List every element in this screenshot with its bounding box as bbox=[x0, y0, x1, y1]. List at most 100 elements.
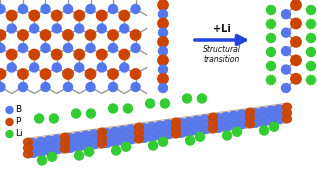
Polygon shape bbox=[102, 129, 139, 142]
Ellipse shape bbox=[127, 125, 135, 132]
Circle shape bbox=[86, 109, 95, 118]
Ellipse shape bbox=[119, 132, 128, 139]
Circle shape bbox=[131, 43, 140, 53]
Ellipse shape bbox=[184, 118, 193, 124]
Text: Li: Li bbox=[15, 129, 23, 139]
Polygon shape bbox=[213, 108, 250, 121]
Circle shape bbox=[291, 55, 301, 66]
Circle shape bbox=[97, 49, 107, 60]
Circle shape bbox=[291, 74, 301, 84]
Ellipse shape bbox=[140, 136, 149, 142]
Polygon shape bbox=[176, 113, 213, 126]
Circle shape bbox=[0, 83, 5, 91]
Polygon shape bbox=[65, 134, 102, 147]
Circle shape bbox=[307, 33, 315, 43]
Circle shape bbox=[41, 43, 50, 53]
Circle shape bbox=[281, 10, 291, 19]
Ellipse shape bbox=[60, 133, 70, 141]
Circle shape bbox=[52, 49, 62, 60]
Ellipse shape bbox=[45, 142, 53, 149]
Circle shape bbox=[131, 83, 140, 91]
Circle shape bbox=[40, 30, 51, 40]
Circle shape bbox=[112, 146, 121, 155]
Circle shape bbox=[266, 75, 275, 84]
Circle shape bbox=[41, 83, 50, 91]
Ellipse shape bbox=[24, 138, 32, 146]
Circle shape bbox=[0, 43, 5, 53]
Circle shape bbox=[108, 43, 118, 53]
Ellipse shape bbox=[213, 114, 223, 120]
Ellipse shape bbox=[127, 137, 135, 143]
Ellipse shape bbox=[222, 112, 231, 119]
Ellipse shape bbox=[251, 115, 259, 121]
Ellipse shape bbox=[156, 133, 164, 140]
Circle shape bbox=[6, 130, 13, 138]
Circle shape bbox=[74, 10, 85, 21]
Circle shape bbox=[75, 63, 84, 72]
Ellipse shape bbox=[119, 138, 128, 145]
Ellipse shape bbox=[209, 125, 218, 133]
Ellipse shape bbox=[98, 140, 107, 148]
Ellipse shape bbox=[184, 129, 193, 136]
Circle shape bbox=[18, 83, 27, 91]
Ellipse shape bbox=[73, 139, 82, 145]
Ellipse shape bbox=[201, 127, 210, 133]
Circle shape bbox=[108, 69, 118, 79]
Ellipse shape bbox=[238, 122, 246, 129]
Circle shape bbox=[266, 19, 275, 29]
Circle shape bbox=[97, 10, 107, 21]
Ellipse shape bbox=[213, 120, 223, 126]
Ellipse shape bbox=[81, 137, 91, 144]
Ellipse shape bbox=[282, 109, 292, 117]
Polygon shape bbox=[176, 119, 213, 132]
Circle shape bbox=[108, 83, 118, 91]
Ellipse shape bbox=[274, 117, 284, 123]
Polygon shape bbox=[102, 123, 139, 136]
Circle shape bbox=[18, 30, 28, 40]
Ellipse shape bbox=[222, 119, 231, 125]
Polygon shape bbox=[65, 128, 102, 141]
Ellipse shape bbox=[135, 135, 143, 143]
Circle shape bbox=[41, 5, 50, 13]
Ellipse shape bbox=[201, 115, 210, 122]
Circle shape bbox=[7, 63, 16, 72]
Ellipse shape bbox=[251, 121, 259, 127]
Ellipse shape bbox=[209, 119, 218, 127]
Circle shape bbox=[63, 30, 73, 40]
Polygon shape bbox=[28, 145, 65, 158]
Ellipse shape bbox=[156, 127, 164, 134]
Ellipse shape bbox=[238, 116, 246, 122]
Text: P: P bbox=[15, 118, 20, 126]
Circle shape bbox=[86, 83, 95, 91]
Ellipse shape bbox=[73, 132, 82, 139]
Circle shape bbox=[63, 69, 73, 79]
Ellipse shape bbox=[171, 118, 181, 126]
Circle shape bbox=[307, 19, 315, 29]
Circle shape bbox=[130, 30, 141, 40]
Circle shape bbox=[52, 10, 62, 21]
Ellipse shape bbox=[37, 143, 45, 150]
Ellipse shape bbox=[89, 142, 99, 149]
Ellipse shape bbox=[24, 144, 32, 152]
Circle shape bbox=[6, 10, 17, 21]
Circle shape bbox=[64, 43, 73, 53]
Circle shape bbox=[158, 18, 168, 29]
Circle shape bbox=[52, 63, 61, 72]
Ellipse shape bbox=[81, 131, 91, 138]
Circle shape bbox=[158, 0, 168, 10]
Ellipse shape bbox=[274, 111, 284, 118]
Circle shape bbox=[158, 37, 168, 47]
Polygon shape bbox=[250, 103, 287, 116]
Circle shape bbox=[72, 109, 80, 118]
Circle shape bbox=[120, 24, 129, 33]
Circle shape bbox=[307, 5, 315, 15]
Ellipse shape bbox=[222, 125, 231, 131]
Circle shape bbox=[158, 10, 168, 19]
Circle shape bbox=[281, 47, 291, 56]
Ellipse shape bbox=[176, 131, 185, 137]
Circle shape bbox=[0, 69, 6, 79]
Ellipse shape bbox=[52, 141, 61, 147]
Circle shape bbox=[85, 30, 96, 40]
Ellipse shape bbox=[37, 149, 45, 156]
Ellipse shape bbox=[102, 141, 112, 147]
